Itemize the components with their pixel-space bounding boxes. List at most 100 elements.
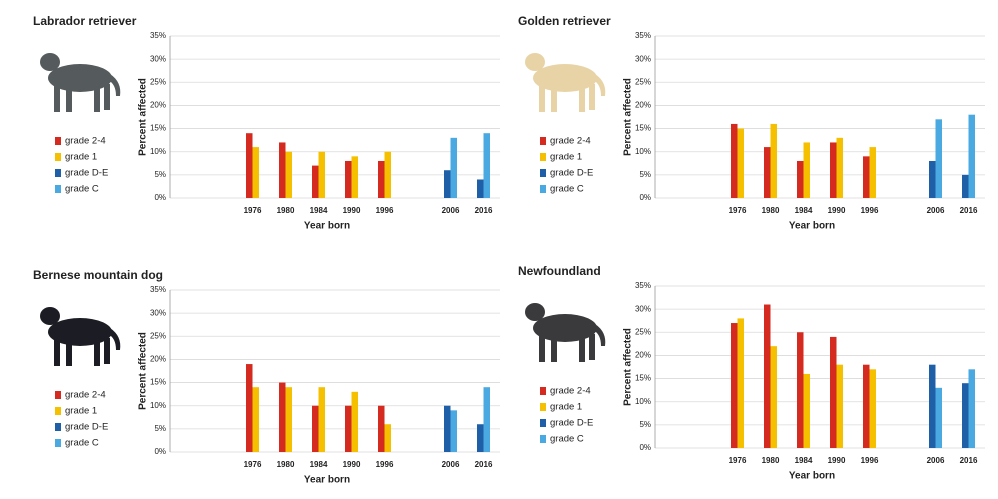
dog-head — [525, 53, 545, 71]
bar — [450, 137, 457, 198]
legend-label: grade C — [550, 184, 584, 195]
y-axis-title: Percent affected — [623, 328, 634, 406]
bar — [935, 387, 942, 448]
bar — [797, 332, 804, 448]
legend-swatch — [55, 153, 61, 161]
x-tick-label: 1980 — [762, 206, 780, 215]
y-tick-label: 30% — [635, 54, 651, 63]
x-axis-title: Year born — [304, 221, 350, 232]
chart-panel: Labrador retriever grade 2-4 grade 1 grade … — [33, 14, 500, 232]
y-tick-label: 0% — [154, 193, 166, 202]
bar — [830, 336, 837, 448]
x-tick-label: 1980 — [277, 206, 295, 215]
bar — [252, 387, 259, 452]
dog-leg — [104, 84, 110, 110]
x-tick-label: 1976 — [244, 206, 262, 215]
x-tick-label: 2006 — [442, 206, 460, 215]
bar — [246, 364, 253, 452]
y-axis-title: Percent affected — [623, 78, 634, 156]
bar — [378, 160, 385, 198]
x-tick-label: 2016 — [475, 206, 493, 215]
legend-label: grade 2-4 — [65, 136, 106, 147]
y-tick-label: 15% — [150, 124, 166, 133]
bar — [477, 424, 484, 452]
x-tick-label: 1996 — [376, 206, 394, 215]
legend-swatch — [540, 185, 546, 193]
y-tick-label: 0% — [154, 447, 166, 456]
x-axis-title: Year born — [789, 221, 835, 232]
bar — [770, 346, 777, 448]
legend-swatch — [540, 403, 546, 411]
x-tick-label: 2016 — [960, 456, 978, 465]
legend-label: grade D-E — [550, 418, 593, 429]
x-tick-label: 2006 — [927, 206, 945, 215]
dog-leg — [589, 334, 595, 360]
y-tick-label: 35% — [150, 285, 166, 294]
bar — [345, 160, 352, 198]
y-tick-label: 25% — [150, 331, 166, 340]
x-tick-label: 1996 — [376, 460, 394, 469]
y-tick-label: 20% — [150, 355, 166, 364]
bar — [731, 323, 738, 448]
y-tick-label: 15% — [635, 374, 651, 383]
legend-label: grade D-E — [65, 168, 108, 179]
dog-leg — [66, 338, 72, 366]
chart-title: Bernese mountain dog — [33, 268, 163, 282]
bar — [444, 170, 451, 198]
y-tick-label: 35% — [635, 281, 651, 290]
x-tick-label: 1990 — [343, 460, 361, 469]
legend-swatch — [540, 153, 546, 161]
y-tick-label: 25% — [635, 327, 651, 336]
y-tick-label: 10% — [635, 397, 651, 406]
dog-illustration — [40, 53, 121, 112]
y-tick-label: 20% — [635, 101, 651, 110]
x-tick-label: 1990 — [828, 206, 846, 215]
dog-illustration — [40, 307, 121, 366]
bar — [384, 424, 391, 452]
y-tick-label: 15% — [150, 378, 166, 387]
x-tick-label: 1996 — [861, 456, 879, 465]
x-tick-label: 1976 — [729, 206, 747, 215]
bar — [863, 156, 870, 198]
legend-swatch — [540, 435, 546, 443]
bar — [863, 364, 870, 448]
bar — [935, 119, 942, 198]
y-tick-label: 0% — [639, 193, 651, 202]
y-tick-label: 10% — [150, 147, 166, 156]
y-tick-label: 0% — [639, 443, 651, 452]
dog-leg — [579, 84, 585, 112]
dog-tail — [108, 74, 121, 96]
legend-swatch — [55, 439, 61, 447]
bar — [869, 147, 876, 198]
x-tick-label: 1990 — [828, 456, 846, 465]
x-tick-label: 1984 — [310, 460, 328, 469]
bar — [378, 405, 385, 452]
x-tick-label: 1984 — [310, 206, 328, 215]
chart-panel: Newfoundland grade 2-4 grade 1 grade D-E gra… — [518, 264, 985, 482]
x-tick-label: 2006 — [442, 460, 460, 469]
x-axis-title: Year born — [789, 471, 835, 482]
legend-label: grade D-E — [550, 168, 593, 179]
bar — [737, 128, 744, 198]
legend-label: grade 1 — [65, 406, 97, 417]
y-tick-label: 35% — [635, 31, 651, 40]
bar — [764, 147, 771, 198]
dog-leg — [589, 84, 595, 110]
x-tick-label: 1976 — [729, 456, 747, 465]
bar — [929, 364, 936, 448]
bar — [803, 142, 810, 198]
bar — [764, 304, 771, 448]
bar — [968, 369, 975, 448]
legend-label: grade C — [550, 434, 584, 445]
bar — [312, 165, 319, 198]
bar — [962, 383, 969, 448]
legend-label: grade 1 — [550, 402, 582, 413]
y-tick-label: 30% — [150, 308, 166, 317]
legend-swatch — [55, 407, 61, 415]
x-tick-label: 1980 — [277, 460, 295, 469]
legend-swatch — [540, 137, 546, 145]
dog-leg — [54, 338, 60, 366]
chart-panel: Golden retriever grade 2-4 grade 1 grade D-… — [518, 14, 985, 232]
y-tick-label: 25% — [150, 77, 166, 86]
legend-label: grade C — [65, 184, 99, 195]
